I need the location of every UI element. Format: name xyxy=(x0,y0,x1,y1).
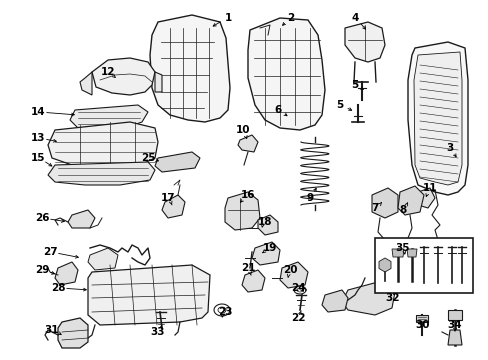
Text: 35: 35 xyxy=(395,243,409,253)
Text: 21: 21 xyxy=(240,263,255,273)
Polygon shape xyxy=(80,72,92,95)
Polygon shape xyxy=(224,192,260,230)
Polygon shape xyxy=(58,318,88,348)
Polygon shape xyxy=(238,135,258,152)
Polygon shape xyxy=(70,105,148,130)
Polygon shape xyxy=(88,265,209,325)
Text: 28: 28 xyxy=(51,283,65,293)
Text: 27: 27 xyxy=(42,247,57,257)
Text: 32: 32 xyxy=(385,293,400,303)
Text: 17: 17 xyxy=(161,193,175,203)
Polygon shape xyxy=(371,188,397,218)
Text: 31: 31 xyxy=(45,325,59,335)
Text: 10: 10 xyxy=(235,125,250,135)
Polygon shape xyxy=(341,282,394,315)
Polygon shape xyxy=(242,270,264,292)
Polygon shape xyxy=(391,249,403,257)
Text: 12: 12 xyxy=(101,67,115,77)
Text: 26: 26 xyxy=(35,213,49,223)
Polygon shape xyxy=(155,72,162,92)
Polygon shape xyxy=(162,195,184,218)
Text: 24: 24 xyxy=(290,283,305,293)
Text: 25: 25 xyxy=(141,153,155,163)
Text: 3: 3 xyxy=(446,143,453,153)
Text: 29: 29 xyxy=(35,265,49,275)
Polygon shape xyxy=(397,186,423,215)
Polygon shape xyxy=(414,188,434,208)
Polygon shape xyxy=(55,262,78,285)
Text: 33: 33 xyxy=(150,327,165,337)
Text: 16: 16 xyxy=(240,190,255,200)
Polygon shape xyxy=(378,258,390,272)
Polygon shape xyxy=(447,310,461,320)
Polygon shape xyxy=(413,52,461,185)
Text: 18: 18 xyxy=(257,217,272,227)
Polygon shape xyxy=(247,18,325,130)
Polygon shape xyxy=(407,42,467,195)
Text: 11: 11 xyxy=(422,183,436,193)
Polygon shape xyxy=(48,162,155,185)
Text: 23: 23 xyxy=(217,307,232,317)
Polygon shape xyxy=(280,262,307,288)
Polygon shape xyxy=(447,330,461,345)
Text: 1: 1 xyxy=(224,13,231,23)
Polygon shape xyxy=(92,58,155,95)
Text: 19: 19 xyxy=(262,243,277,253)
Polygon shape xyxy=(68,210,95,228)
Bar xyxy=(374,238,472,293)
Polygon shape xyxy=(251,242,280,265)
Text: 2: 2 xyxy=(287,13,294,23)
Text: 34: 34 xyxy=(447,320,461,330)
Text: 7: 7 xyxy=(370,203,378,213)
Polygon shape xyxy=(48,122,158,168)
Text: 30: 30 xyxy=(415,320,429,330)
Polygon shape xyxy=(415,315,427,322)
Text: 5: 5 xyxy=(351,80,358,90)
Polygon shape xyxy=(155,152,200,172)
Text: 6: 6 xyxy=(274,105,281,115)
Polygon shape xyxy=(150,15,229,122)
Text: 5: 5 xyxy=(336,100,343,110)
Polygon shape xyxy=(258,215,278,235)
Text: 8: 8 xyxy=(399,205,406,215)
Text: 14: 14 xyxy=(31,107,45,117)
Text: 4: 4 xyxy=(350,13,358,23)
Text: 13: 13 xyxy=(31,133,45,143)
Polygon shape xyxy=(345,22,384,62)
Text: 20: 20 xyxy=(282,265,297,275)
Text: 22: 22 xyxy=(290,313,305,323)
Polygon shape xyxy=(88,248,118,270)
Text: 9: 9 xyxy=(306,193,313,203)
Text: 15: 15 xyxy=(31,153,45,163)
Polygon shape xyxy=(406,249,416,257)
Polygon shape xyxy=(321,290,347,312)
